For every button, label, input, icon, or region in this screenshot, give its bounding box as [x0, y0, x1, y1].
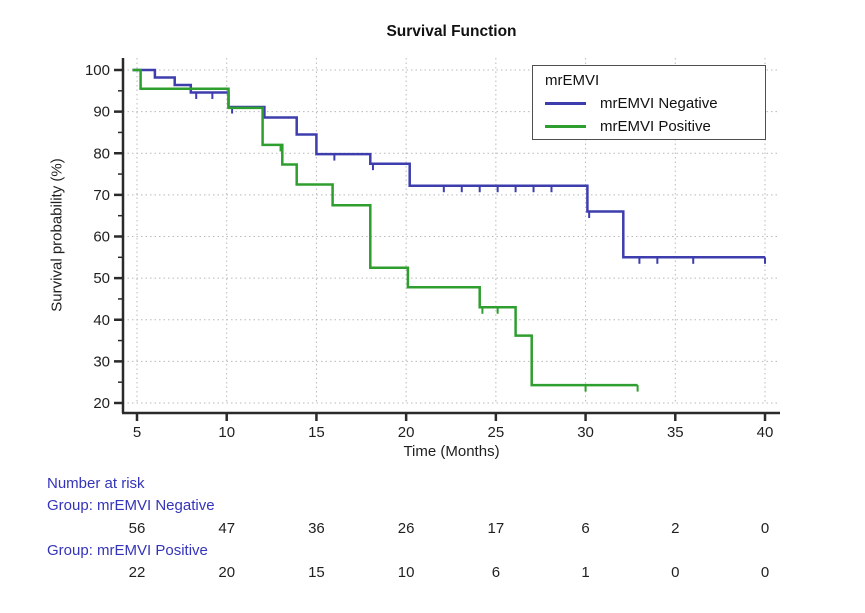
x-tick-label: 20 [398, 424, 415, 441]
legend-entry-positive: mrEMVI Positive [545, 115, 765, 138]
y-tick-label: 40 [93, 312, 110, 329]
y-tick-label: 80 [93, 145, 110, 162]
risk-count-negative: 17 [488, 520, 505, 537]
risk-count-negative: 0 [761, 520, 769, 537]
risk-group-positive-label: Group: mrEMVI Positive [47, 542, 208, 559]
risk-count-positive: 10 [398, 564, 415, 581]
risk-count-negative: 56 [129, 520, 146, 537]
x-tick-label: 35 [667, 424, 684, 441]
risk-count-negative: 26 [398, 520, 415, 537]
risk-count-negative: 2 [671, 520, 679, 537]
chart-title: Survival Function [386, 23, 517, 40]
risk-table-header: Number at risk [47, 475, 145, 492]
x-tick-label: 25 [488, 424, 505, 441]
x-tick-label: 10 [218, 424, 235, 441]
risk-count-positive: 6 [492, 564, 500, 581]
y-axis-label: Survival probability (%) [48, 158, 66, 312]
risk-count-positive: 0 [671, 564, 679, 581]
y-tick-label: 100 [85, 62, 110, 79]
risk-count-negative: 36 [308, 520, 325, 537]
y-tick-label: 50 [93, 270, 110, 287]
y-tick-label: 70 [93, 187, 110, 204]
risk-count-negative: 6 [581, 520, 589, 537]
y-tick-label: 20 [93, 395, 110, 412]
positive-line-swatch [545, 125, 586, 128]
legend: mrEMVI mrEMVI Negative mrEMVI Positive [532, 65, 766, 140]
y-tick-label: 30 [93, 353, 110, 370]
x-tick-label: 30 [577, 424, 594, 441]
negative-line-swatch [545, 102, 586, 105]
risk-count-positive: 0 [761, 564, 769, 581]
risk-count-positive: 1 [581, 564, 589, 581]
risk-count-positive: 22 [129, 564, 146, 581]
risk-count-negative: 47 [218, 520, 235, 537]
negative-survival-curve [132, 68, 765, 259]
risk-count-positive: 20 [218, 564, 235, 581]
positive-survival-curve [132, 68, 638, 387]
legend-entry-negative: mrEMVI Negative [545, 92, 765, 115]
x-tick-label: 5 [133, 424, 141, 441]
risk-count-positive: 15 [308, 564, 325, 581]
legend-entry-negative-label: mrEMVI Negative [600, 95, 718, 112]
risk-group-negative-label: Group: mrEMVI Negative [47, 497, 215, 514]
legend-entry-positive-label: mrEMVI Positive [600, 118, 711, 135]
x-tick-label: 40 [757, 424, 774, 441]
y-tick-label: 60 [93, 229, 110, 246]
y-tick-label: 90 [93, 104, 110, 121]
x-tick-label: 15 [308, 424, 325, 441]
legend-title: mrEMVI [545, 72, 600, 89]
x-axis-label: Time (Months) [403, 443, 500, 460]
